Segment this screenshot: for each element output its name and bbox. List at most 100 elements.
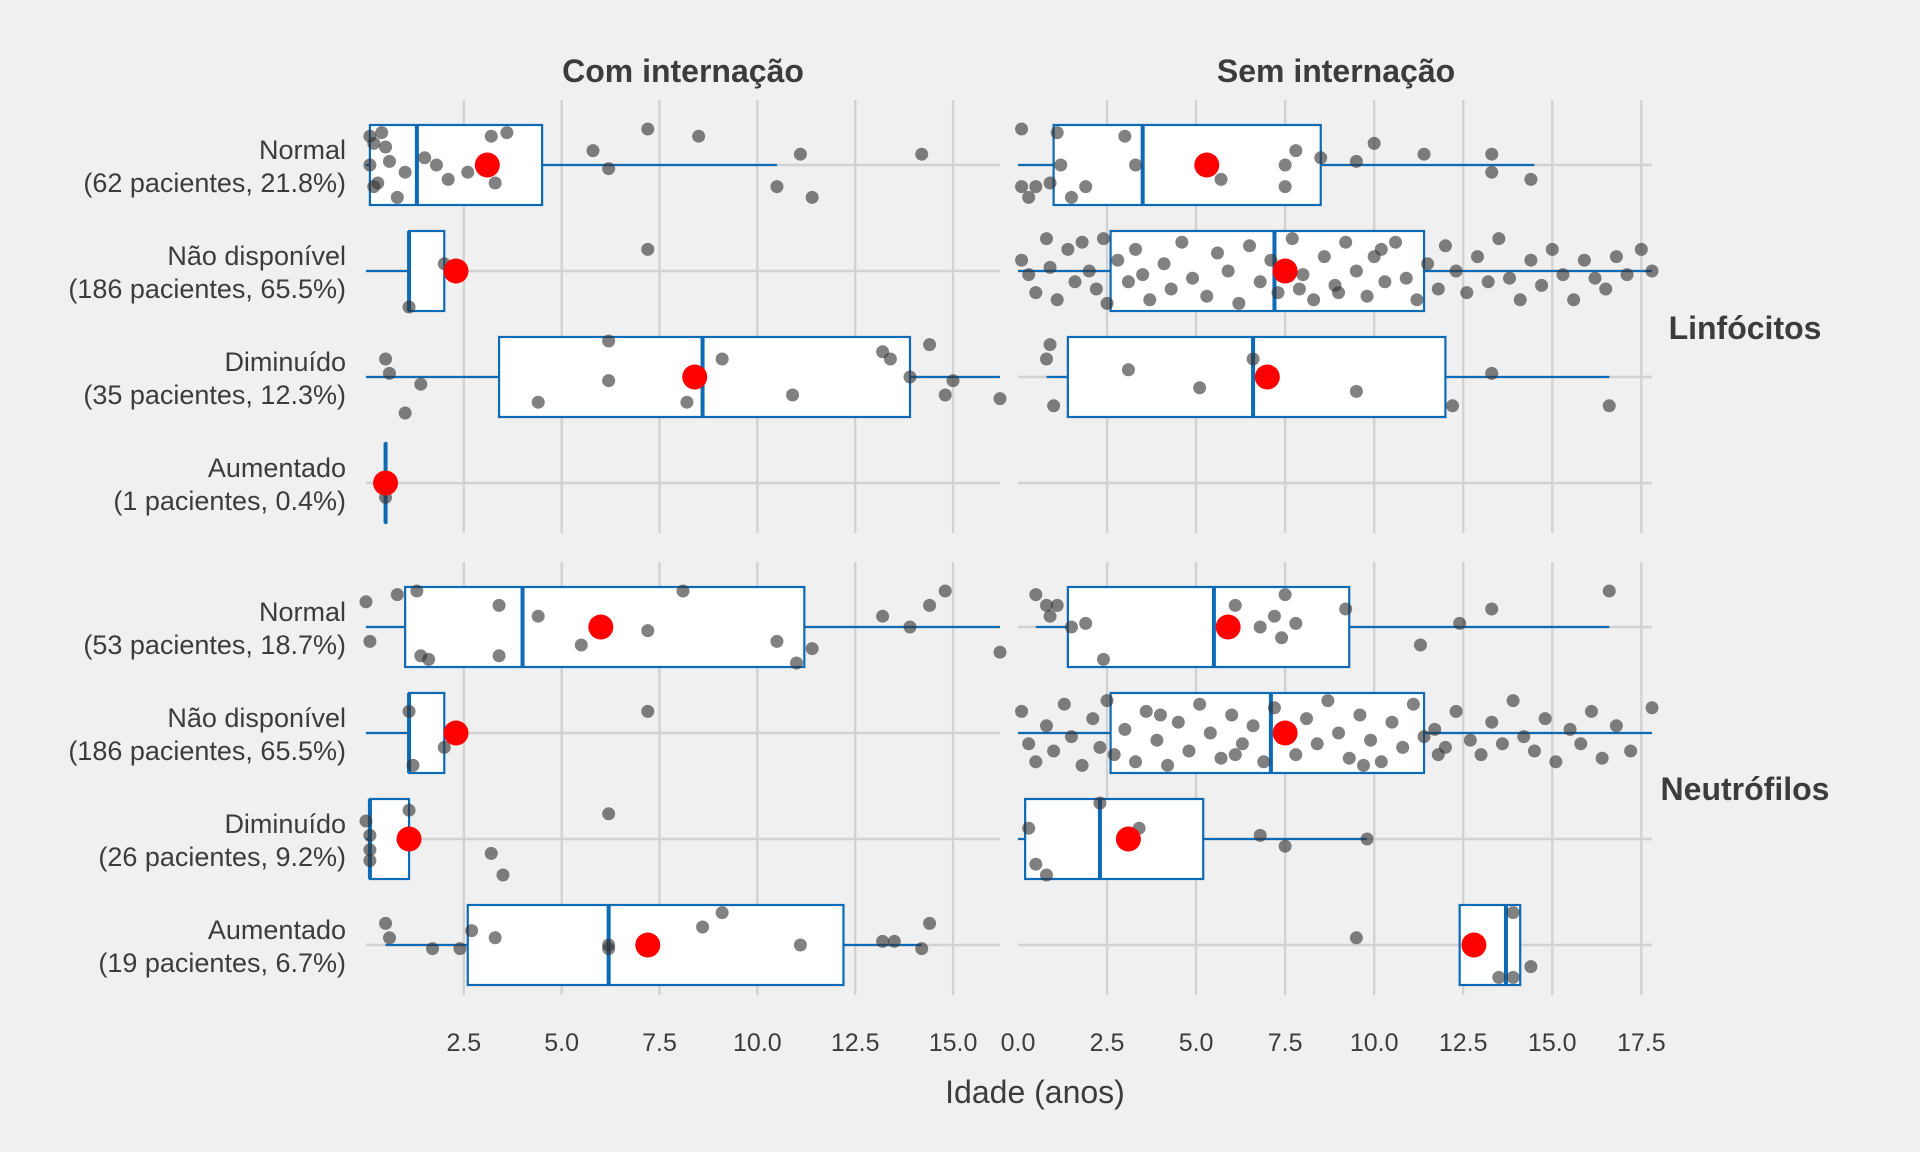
data-point xyxy=(1417,147,1431,161)
data-point xyxy=(903,370,917,384)
data-point xyxy=(484,129,498,143)
data-point xyxy=(1121,363,1135,377)
box xyxy=(407,229,446,313)
data-point xyxy=(1061,242,1075,256)
data-point xyxy=(1235,737,1249,751)
data-point xyxy=(1339,235,1353,249)
data-point xyxy=(1406,697,1420,711)
data-point xyxy=(883,352,897,366)
data-point xyxy=(1378,275,1392,289)
data-point xyxy=(406,758,420,772)
mean-point xyxy=(635,932,661,958)
data-point xyxy=(1064,730,1078,744)
mean-point xyxy=(588,614,614,640)
data-point xyxy=(1349,264,1363,278)
data-point xyxy=(1093,740,1107,754)
data-point xyxy=(363,158,377,172)
data-point xyxy=(367,180,381,194)
data-point xyxy=(429,158,443,172)
data-point xyxy=(1054,158,1068,172)
data-point xyxy=(1039,232,1053,246)
data-point xyxy=(993,645,1007,659)
data-point xyxy=(1431,748,1445,762)
data-point xyxy=(1620,268,1634,282)
data-point xyxy=(1317,250,1331,264)
data-point xyxy=(770,634,784,648)
data-point xyxy=(1228,598,1242,612)
y-label-count: (26 pacientes, 9.2%) xyxy=(98,842,346,872)
y-label-category: Diminuído xyxy=(224,347,346,377)
data-point xyxy=(382,366,396,380)
data-point xyxy=(793,147,807,161)
x-tick-label: 5.0 xyxy=(544,1029,579,1057)
data-point xyxy=(1367,136,1381,150)
data-point xyxy=(1075,758,1089,772)
x-axis-title: Idade (anos) xyxy=(945,1074,1125,1110)
data-point xyxy=(1389,235,1403,249)
data-point xyxy=(602,374,616,388)
data-point xyxy=(1492,970,1506,984)
data-point xyxy=(1602,584,1616,598)
data-point xyxy=(1096,232,1110,246)
data-point xyxy=(1082,264,1096,278)
data-point xyxy=(1485,602,1499,616)
data-point xyxy=(574,638,588,652)
x-tick-label: 12.5 xyxy=(831,1029,880,1057)
data-point xyxy=(1428,722,1442,736)
data-point xyxy=(1157,257,1171,271)
data-point xyxy=(1396,740,1410,754)
data-point xyxy=(602,334,616,348)
y-label-count: (19 pacientes, 6.7%) xyxy=(98,948,346,978)
data-point xyxy=(1093,796,1107,810)
data-point xyxy=(426,942,440,956)
data-point xyxy=(923,916,937,930)
data-point xyxy=(1417,730,1431,744)
data-point xyxy=(1100,296,1114,310)
data-point xyxy=(1193,697,1207,711)
data-point xyxy=(1645,701,1659,715)
data-point xyxy=(641,242,655,256)
box xyxy=(1066,335,1447,419)
data-point xyxy=(1634,242,1648,256)
data-point xyxy=(602,942,616,956)
mean-point xyxy=(443,258,469,284)
data-point xyxy=(1068,275,1082,289)
data-point xyxy=(1039,352,1053,366)
data-point xyxy=(1517,730,1531,744)
mean-point xyxy=(443,720,469,746)
data-point xyxy=(1349,384,1363,398)
mean-point xyxy=(1115,826,1141,852)
strip-title-com-internacao: Com internação xyxy=(562,53,804,89)
data-point xyxy=(379,916,393,930)
data-point xyxy=(1349,154,1363,168)
data-point xyxy=(1460,286,1474,300)
data-point xyxy=(1064,620,1078,634)
data-point xyxy=(1043,176,1057,190)
box xyxy=(1066,585,1351,669)
data-point xyxy=(1039,598,1053,612)
y-label-category: Normal xyxy=(259,597,346,627)
data-point xyxy=(715,352,729,366)
data-point xyxy=(887,934,901,948)
data-point xyxy=(1470,250,1484,264)
data-point xyxy=(402,300,416,314)
data-point xyxy=(586,144,600,158)
y-label-count: (62 pacientes, 21.8%) xyxy=(83,168,346,198)
data-point xyxy=(363,634,377,648)
y-label-category: Não disponível xyxy=(167,703,346,733)
data-point xyxy=(923,338,937,352)
data-point xyxy=(915,147,929,161)
data-point xyxy=(1043,609,1057,623)
x-tick-label: 7.5 xyxy=(1268,1029,1303,1057)
data-point xyxy=(789,656,803,670)
data-point xyxy=(1121,275,1135,289)
x-tick-label: 17.5 xyxy=(1617,1029,1666,1057)
data-point xyxy=(1645,264,1659,278)
x-tick-label: 10.0 xyxy=(1350,1029,1399,1057)
mean-point xyxy=(1272,258,1298,284)
mean-point xyxy=(1272,720,1298,746)
data-point xyxy=(1349,931,1363,945)
data-point xyxy=(1139,704,1153,718)
data-point xyxy=(1449,704,1463,718)
